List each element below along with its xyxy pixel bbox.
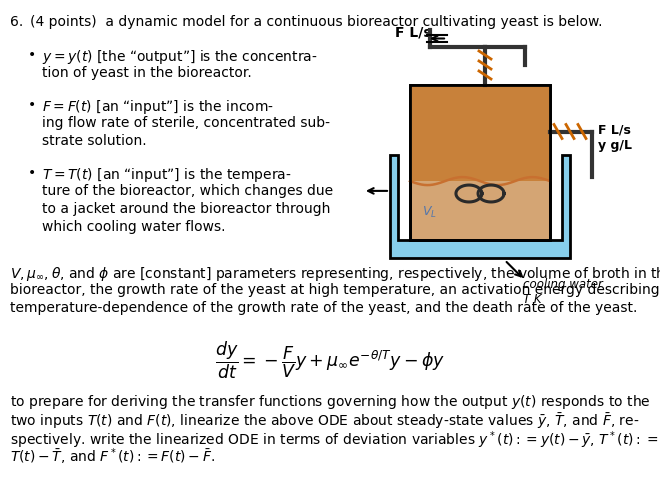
Text: ture of the bioreactor, which changes due: ture of the bioreactor, which changes du… (42, 184, 333, 198)
Text: $V, \mu_{\infty}, \theta$, and $\phi$ are [constant] parameters representing, re: $V, \mu_{\infty}, \theta$, and $\phi$ ar… (10, 265, 660, 283)
Text: which cooling water flows.: which cooling water flows. (42, 220, 226, 234)
Text: •: • (28, 48, 36, 62)
Text: spectively. write the linearized ODE in terms of deviation variables $y^*(t) := : spectively. write the linearized ODE in … (10, 429, 658, 451)
Polygon shape (390, 155, 570, 258)
Text: cooling water
T K: cooling water T K (523, 278, 603, 306)
Text: •: • (28, 166, 36, 180)
Bar (410, 85, 550, 181)
Text: $\dfrac{dy}{dt} = -\dfrac{F}{V}y + \mu_{\infty}e^{-\theta/T}y - \phi y$: $\dfrac{dy}{dt} = -\dfrac{F}{V}y + \mu_{… (215, 340, 445, 381)
Text: two inputs $T(t)$ and $F(t)$, linearize the above ODE about steady-state values : two inputs $T(t)$ and $F(t)$, linearize … (10, 411, 640, 431)
Text: strate solution.: strate solution. (42, 134, 147, 148)
Text: •: • (28, 98, 36, 112)
Text: $T = T(t)$ [an “input”] is the tempera-: $T = T(t)$ [an “input”] is the tempera- (42, 166, 292, 184)
Text: (4 points)  a dynamic model for a continuous bioreactor cultivating yeast is bel: (4 points) a dynamic model for a continu… (30, 15, 603, 29)
Text: ing flow rate of sterile, concentrated sub-: ing flow rate of sterile, concentrated s… (42, 116, 330, 130)
Text: $T(t) - \bar{T}$, and $F^*(t) := F(t) - \bar{F}$.: $T(t) - \bar{T}$, and $F^*(t) := F(t) - … (10, 447, 215, 467)
Text: F L/s: F L/s (395, 25, 432, 39)
Text: to a jacket around the bioreactor through: to a jacket around the bioreactor throug… (42, 202, 331, 216)
Text: $F = F(t)$ [an “input”] is the incom-: $F = F(t)$ [an “input”] is the incom- (42, 98, 274, 116)
Bar (410, 85, 550, 240)
Text: 6.: 6. (10, 15, 23, 29)
Bar (410, 85, 550, 240)
Text: to prepare for deriving the transfer functions governing how the output $y(t)$ r: to prepare for deriving the transfer fun… (10, 393, 651, 411)
Text: bioreactor, the growth rate of the yeast at high temperature, an activation ener: bioreactor, the growth rate of the yeast… (10, 283, 660, 297)
Text: tion of yeast in the bioreactor.: tion of yeast in the bioreactor. (42, 66, 251, 80)
Text: $V_L$: $V_L$ (422, 205, 437, 220)
Text: F L/s
y g/L: F L/s y g/L (598, 124, 632, 151)
Text: $y = y(t)$ [the “output”] is the concentra-: $y = y(t)$ [the “output”] is the concent… (42, 48, 317, 66)
Text: temperature-dependence of the growth rate of the yeast, and the death rate of th: temperature-dependence of the growth rat… (10, 301, 638, 315)
